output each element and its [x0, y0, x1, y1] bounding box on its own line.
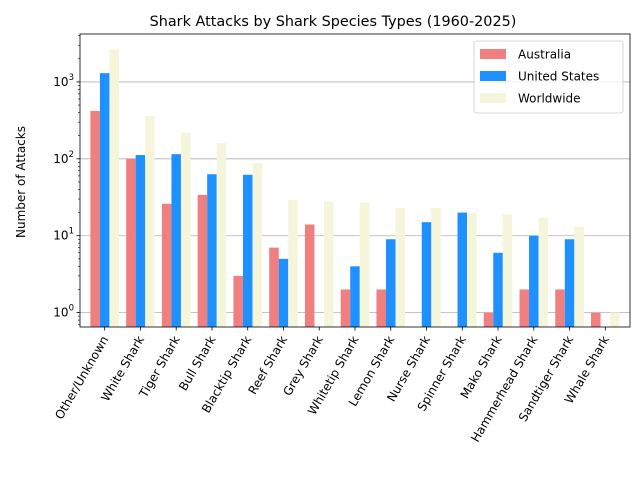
bar-australia: [126, 158, 136, 327]
legend-label: Australia: [518, 48, 571, 62]
bar-australia: [269, 247, 279, 327]
bar-australia: [591, 312, 601, 327]
y-axis-label: Number of Attacks: [14, 126, 28, 238]
y-tick-label: 102: [53, 150, 74, 166]
x-tick-label: Other/Unknown: [52, 334, 111, 422]
y-tick-label: 100: [53, 304, 74, 320]
bar-united-states: [207, 174, 217, 327]
y-tick-base: 10: [53, 229, 68, 243]
bar-worldwide: [324, 201, 334, 327]
legend-swatch: [480, 71, 506, 81]
bar-australia: [90, 110, 100, 327]
bar-united-states: [99, 73, 110, 328]
legend-label: Worldwide: [518, 92, 581, 106]
y-tick-label: 101: [53, 227, 74, 243]
bar-worldwide: [359, 202, 370, 327]
bar-united-states: [421, 222, 432, 327]
bar-united-states: [135, 155, 146, 327]
bar-worldwide: [610, 312, 620, 327]
bar-united-states: [529, 235, 539, 327]
bar-australia: [304, 224, 315, 327]
y-tick-exponent: 1: [69, 227, 74, 237]
bar-australia: [376, 289, 386, 327]
bar-australia: [233, 275, 243, 327]
bars: [90, 49, 620, 328]
bar-australia: [483, 312, 494, 327]
bar-worldwide: [288, 200, 298, 327]
bar-united-states: [385, 239, 396, 327]
bar-united-states: [278, 258, 289, 327]
chart-title: Shark Attacks by Shark Species Types (19…: [150, 14, 517, 30]
bar-australia: [161, 203, 172, 327]
bar-worldwide: [538, 217, 549, 327]
y-tick-base: 10: [53, 152, 68, 166]
bar-worldwide: [431, 207, 441, 327]
legend-swatch: [480, 49, 506, 59]
bar-united-states: [493, 252, 503, 327]
bar-worldwide: [395, 207, 406, 327]
y-tick-base: 10: [53, 75, 68, 89]
bar-worldwide: [180, 132, 191, 327]
bar-australia: [519, 289, 530, 327]
bar-australia: [555, 289, 565, 327]
legend-box: [473, 40, 624, 114]
bar-australia: [197, 194, 208, 327]
legend: Australia United States Worldwide: [473, 40, 624, 114]
bar-united-states: [350, 266, 360, 327]
bar-worldwide: [145, 116, 155, 327]
bar-united-states: [242, 174, 253, 327]
bar-united-states: [171, 154, 181, 327]
y-tick-exponent: 2: [69, 150, 74, 160]
legend-swatch: [480, 93, 506, 103]
bar-worldwide: [216, 143, 227, 327]
bar-australia: [340, 289, 351, 327]
bar-united-states: [564, 239, 575, 327]
bar-worldwide: [252, 163, 263, 327]
bar-worldwide: [467, 212, 477, 327]
y-tick-exponent: 0: [69, 304, 74, 314]
bar-united-states: [457, 212, 468, 327]
bar-worldwide: [574, 226, 584, 327]
y-tick-base: 10: [53, 306, 68, 320]
bar-worldwide: [109, 49, 119, 327]
legend-label: United States: [518, 70, 599, 84]
y-tick-exponent: 3: [69, 73, 74, 83]
bar-worldwide: [502, 214, 513, 327]
y-tick-label: 103: [53, 73, 74, 89]
x-tick-label: Hammerhead Shark: [468, 333, 540, 444]
